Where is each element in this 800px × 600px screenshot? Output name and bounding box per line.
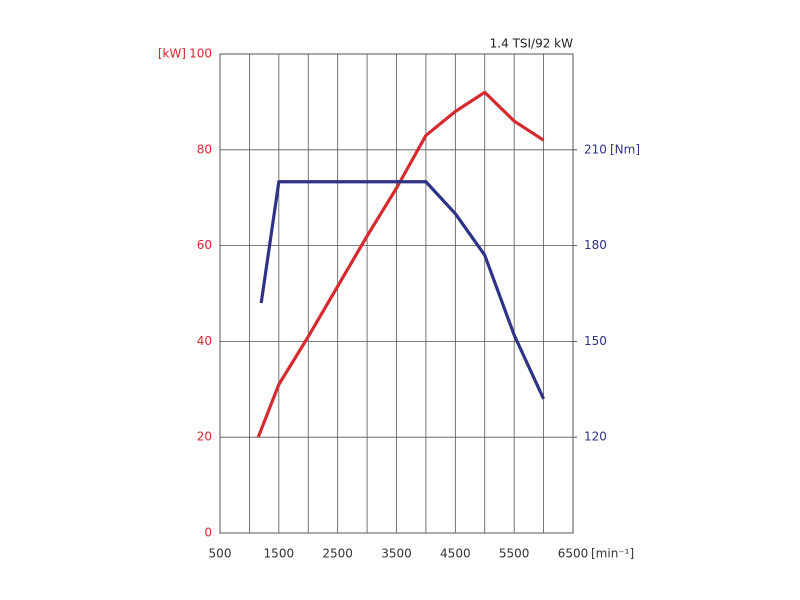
x-tick-label: 2500 xyxy=(322,547,353,561)
chart-title: 1.4 TSI/92 kW xyxy=(490,37,573,51)
x-tick-label: 4500 xyxy=(440,547,471,561)
y-unit: [kW] xyxy=(158,47,186,61)
y2-tick-label: 150 xyxy=(584,334,607,348)
y-tick-label: 100 xyxy=(189,47,212,61)
series-line xyxy=(256,90,545,438)
series-line xyxy=(259,180,546,400)
x-tick-label: 500 xyxy=(209,547,232,561)
y2-tick-label: 210 xyxy=(584,142,607,156)
x-tick-label: 3500 xyxy=(381,547,412,561)
y-tick-label: 0 xyxy=(204,526,212,540)
y-tick-label: 40 xyxy=(197,334,212,348)
y-tick-label: 20 xyxy=(197,430,212,444)
x-tick-label: 6500 xyxy=(558,547,589,561)
y2-tick-label: 180 xyxy=(584,238,607,252)
x-unit: [min⁻¹] xyxy=(591,547,634,561)
x-tick-label: 5500 xyxy=(499,547,530,561)
x-tick-label: 1500 xyxy=(264,547,295,561)
y2-tick-label: 120 xyxy=(584,430,607,444)
y-tick-label: 60 xyxy=(197,238,212,252)
y-tick-label: 80 xyxy=(197,142,212,156)
y2-unit: [Nm] xyxy=(610,142,640,156)
